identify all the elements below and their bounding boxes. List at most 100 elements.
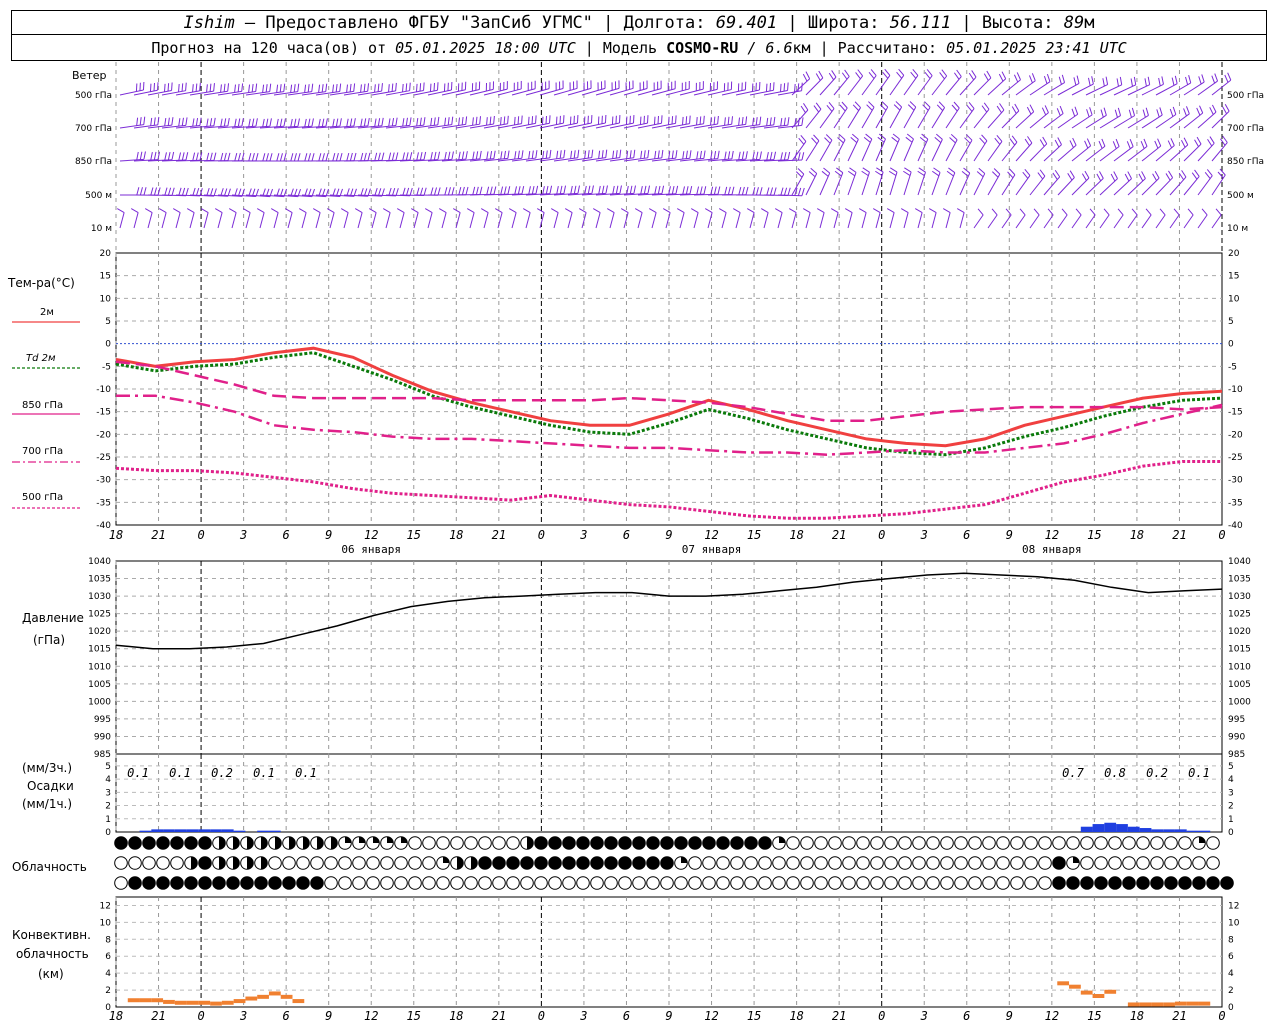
- temp-tick-right: -30: [1228, 476, 1243, 486]
- cloud-cell: [968, 876, 982, 890]
- temp-tick-left: -15: [96, 408, 111, 418]
- cloud-cell: [800, 836, 814, 850]
- precip-value-label: 0.1: [295, 766, 317, 780]
- wind-level-label-left: 10 м: [91, 224, 112, 234]
- precip-bar: [1139, 828, 1152, 832]
- wind-barb-flag: [248, 84, 251, 93]
- temp-series-line: [115, 360, 1223, 422]
- conv-cloud-bar: [198, 1000, 211, 1005]
- cloud-cell: [870, 856, 884, 870]
- wind-barb-flag: [991, 171, 999, 178]
- wind-barb-flag: [661, 149, 664, 158]
- wind-barb: [301, 91, 326, 96]
- wind-barb: [707, 123, 732, 129]
- wind-barb: [427, 212, 433, 229]
- wind-barb-flag: [780, 152, 783, 161]
- wind-barb-flag: [1222, 106, 1228, 114]
- wind-barb-flag: [713, 186, 717, 195]
- wind-barb-flag: [876, 167, 884, 173]
- wind-barb: [595, 192, 620, 196]
- wind-barb-flag: [828, 102, 835, 109]
- wind-barb-flag: [1042, 136, 1048, 145]
- wind-barb: [1155, 83, 1178, 96]
- conv-tick-left: 6: [105, 952, 111, 962]
- wind-barb-flag: [545, 185, 549, 194]
- wind-barb-flag: [978, 167, 986, 174]
- temp-tick-right: -35: [1228, 498, 1243, 508]
- wind-barb-flag: [802, 208, 811, 213]
- wind-barb-flag: [986, 70, 992, 79]
- wind-barb-flag: [1145, 107, 1149, 116]
- wind-barb-flag: [416, 152, 419, 161]
- wind-barb: [553, 212, 559, 229]
- hour-label: 18: [449, 1009, 463, 1023]
- wind-barb-flag: [601, 185, 605, 194]
- precip-bar: [257, 830, 269, 832]
- wind-barb-flag: [458, 186, 462, 195]
- wind-barb: [259, 194, 284, 198]
- wind-barb-flag: [808, 171, 816, 178]
- wind-barb-flag: [1157, 138, 1162, 147]
- wind-barb-flag: [821, 170, 829, 177]
- conv-title-1: Конвективн.: [12, 928, 91, 942]
- wind-barb-flag: [517, 116, 520, 125]
- wind-barb-flag: [409, 187, 413, 196]
- wind-barb-flag: [381, 188, 385, 197]
- wind-barb-flag: [836, 167, 844, 174]
- wind-barb-flag: [933, 167, 941, 173]
- wind-barb-flag: [377, 83, 380, 92]
- wind-barb-flag: [213, 188, 217, 197]
- wind-barb-flag: [549, 115, 551, 124]
- cloud-cell: [674, 836, 688, 850]
- wind-barb-flag: [968, 102, 975, 109]
- cloud-cell: [422, 856, 436, 870]
- wind-barb-flag: [717, 186, 721, 195]
- wind-barb-flag: [731, 150, 734, 159]
- cloud-cell: [464, 876, 478, 890]
- wind-barb-flag: [549, 149, 552, 158]
- hour-label: 21: [151, 1009, 165, 1023]
- wind-barb: [427, 124, 452, 129]
- wind-barb-flag: [946, 170, 954, 177]
- pressure-tick-right: 985: [1228, 750, 1245, 760]
- wind-barb-flag: [349, 118, 353, 127]
- wind-barb-flag: [801, 82, 803, 91]
- wind-barb-flag: [783, 152, 787, 161]
- cloud-cell: [1024, 856, 1038, 870]
- cloud-cell: [660, 856, 674, 870]
- wind-barb-flag: [430, 152, 433, 161]
- precip-value-label: 0.8: [1104, 766, 1126, 780]
- wind-barb-flag: [419, 187, 424, 196]
- wind-barb-flag: [1180, 139, 1186, 148]
- cloud-cell: [660, 836, 674, 850]
- wind-barb-flag: [1069, 170, 1075, 178]
- wind-barb-flag: [634, 208, 643, 213]
- wind-barb-flag: [332, 84, 335, 93]
- cloud-cell: [926, 836, 940, 850]
- wind-barb-flag: [486, 186, 490, 195]
- wind-barb-flag: [508, 208, 517, 213]
- wind-barb: [1085, 145, 1106, 162]
- wind-barb-flag: [237, 83, 240, 92]
- wind-barb-flag: [797, 83, 800, 92]
- cloud-cell: [996, 856, 1010, 870]
- cloud-cell: [814, 876, 828, 890]
- cloud-cell: [1192, 856, 1206, 870]
- wind-barb-flag: [1022, 171, 1029, 179]
- wind-barb: [1043, 113, 1064, 129]
- wind-barb-flag: [269, 83, 272, 92]
- cloud-cell: [842, 876, 856, 890]
- wind-barb-flag: [1159, 107, 1163, 116]
- cloud-cell: [1164, 836, 1178, 850]
- cloud-cell: [898, 856, 912, 870]
- wind-barb-flag: [956, 69, 962, 77]
- cloud-half: [261, 836, 268, 850]
- wind-barb-flag: [983, 73, 989, 81]
- wind-barb-flag: [818, 70, 824, 79]
- cloud-half: [317, 836, 324, 850]
- wind-barb-flag: [171, 82, 173, 91]
- wind-barb-flag: [979, 137, 986, 145]
- wind-barb-flag: [752, 187, 756, 196]
- wind-barb-flag: [1044, 105, 1049, 113]
- wind-barb-flag: [682, 186, 685, 195]
